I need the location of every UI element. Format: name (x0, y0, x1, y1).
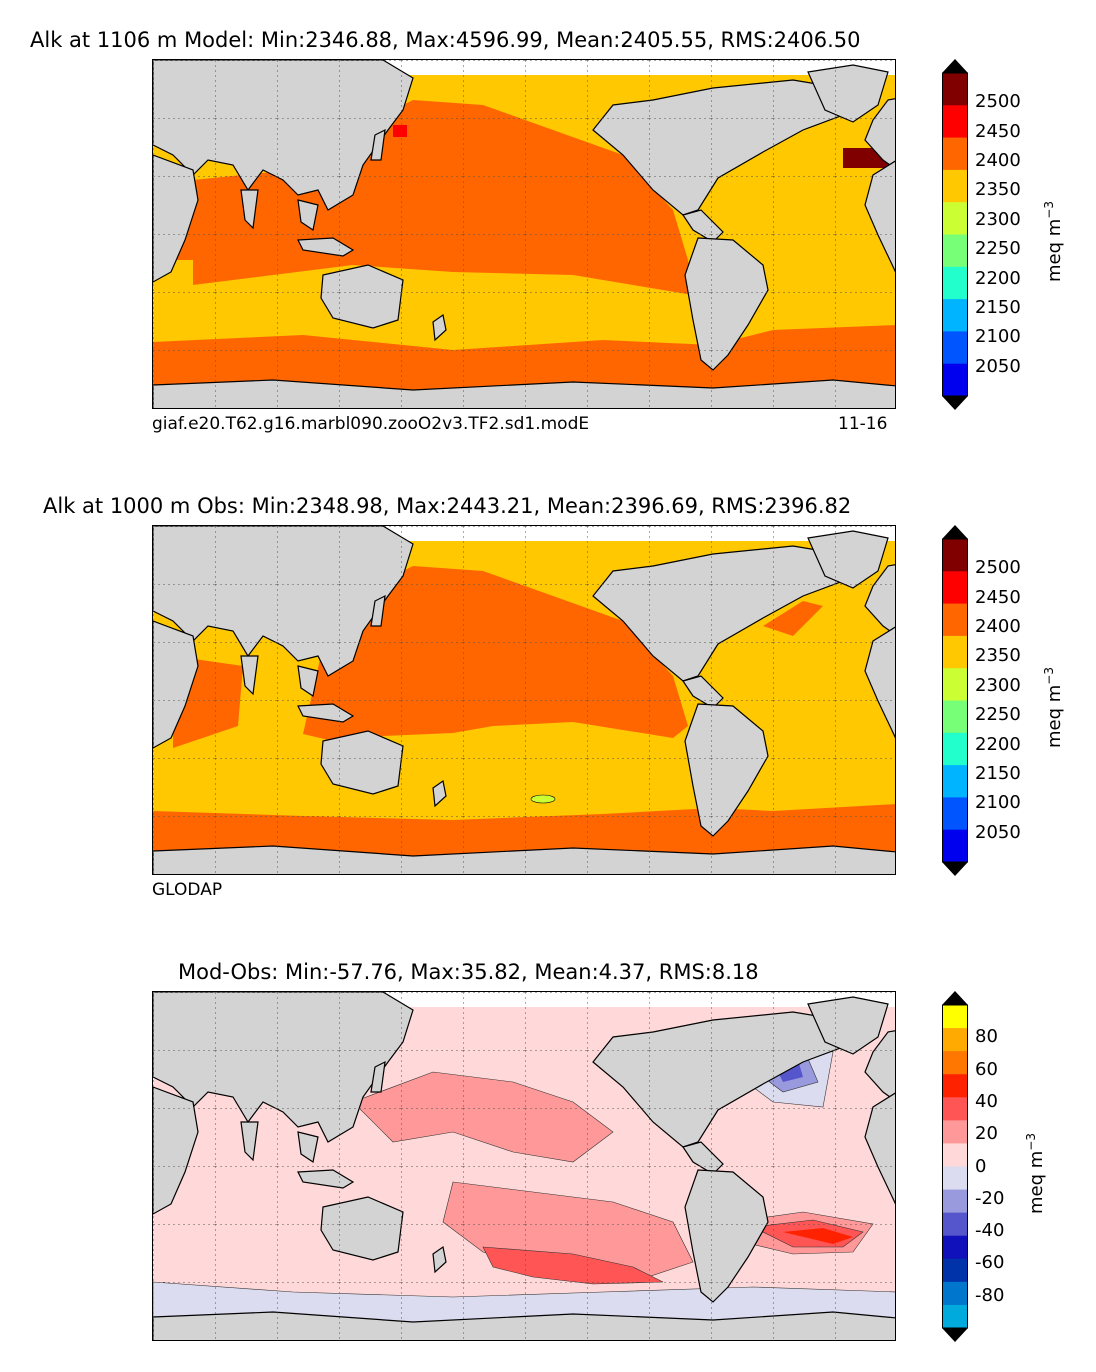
colorbar-diff-tick-label: -80 (975, 1284, 1005, 1306)
colorbar-obs-segment (942, 765, 968, 798)
colorbar-obs-extend-max (942, 525, 968, 539)
colorbar-model-segment (942, 137, 968, 171)
colorbar-diff-segment (942, 1097, 968, 1121)
colorbar-diff-tick-label: 40 (975, 1090, 998, 1112)
colorbar-diff-tick-label: 0 (975, 1155, 987, 1177)
colorbar-obs-segment (942, 732, 968, 766)
colorbar-diff-segment (942, 1281, 968, 1306)
colorbar-obs-segment (942, 635, 968, 669)
colorbar-label-diff: meq m−3 (1024, 1133, 1047, 1214)
colorbar-model-tick-label: 2200 (975, 267, 1021, 289)
colorbar-diff-segment (942, 1235, 968, 1260)
colorbar-diff-segment (942, 1212, 968, 1237)
colorbar-obs-tick-label: 2350 (975, 645, 1021, 667)
colorbar-label-model: meq m−3 (1042, 201, 1065, 282)
panel-title-model: Alk at 1106 m Model: Min:2346.88, Max:45… (30, 28, 861, 52)
colorbar-diff-tick-label: 60 (975, 1058, 998, 1080)
colorbar-model-tick-label: 2100 (975, 326, 1021, 348)
colorbar-diff-extend-max (942, 991, 968, 1005)
colorbar-obs-tick-label: 2100 (975, 792, 1021, 814)
map-diff (152, 991, 896, 1341)
colorbar-diff-segment (942, 1120, 968, 1144)
colorbar-model-tick-label: 2500 (975, 91, 1021, 113)
colorbar-diff-segment (942, 1166, 968, 1191)
colorbar-obs-segment (942, 829, 968, 863)
colorbar-model-tick-label: 2450 (975, 120, 1021, 142)
colorbar-diff-segment (942, 1051, 968, 1075)
colorbar-model-segment (942, 202, 968, 235)
colorbar-model-segment (942, 331, 968, 365)
colorbar-obs-tick-label: 2450 (975, 586, 1021, 608)
colorbar-diff-segment (942, 1028, 968, 1052)
colorbar-obs-tick-label: 2150 (975, 762, 1021, 784)
colorbar-diff-tick-label: -40 (975, 1220, 1005, 1242)
panel-title-diff: Mod-Obs: Min:-57.76, Max:35.82, Mean:4.3… (178, 960, 759, 984)
colorbar-diff-extend-min (942, 1328, 968, 1342)
colorbar-model-tick-label: 2350 (975, 179, 1021, 201)
panel-title-obs: Alk at 1000 m Obs: Min:2348.98, Max:2443… (43, 494, 852, 518)
caption-years: 11-16 (838, 414, 888, 434)
colorbar-diff-segment (942, 1143, 968, 1167)
colorbar-diff-segment (942, 1074, 968, 1098)
colorbar-diff-tick-label: -20 (975, 1187, 1005, 1209)
colorbar-obs-segment (942, 603, 968, 637)
colorbar-model-tick-label: 2150 (975, 296, 1021, 318)
caption-run: giaf.e20.T62.g16.marbl090.zooO2v3.TF2.sd… (152, 414, 590, 434)
colorbar-obs-tick-label: 2050 (975, 821, 1021, 843)
colorbar-model-segment (942, 105, 968, 139)
colorbar-obs-extend-min (942, 862, 968, 876)
colorbar-model (942, 59, 968, 410)
colorbar-obs-segment (942, 700, 968, 734)
colorbar-model-extend-min (942, 396, 968, 410)
colorbar-diff-segment (942, 1005, 968, 1029)
colorbar-diff-segment (942, 1189, 968, 1214)
colorbar-model-segment (942, 266, 968, 300)
colorbar-obs (942, 525, 968, 876)
caption-glodap: GLODAP (152, 880, 223, 900)
colorbar-obs-tick-label: 2200 (975, 733, 1021, 755)
colorbar-obs-tick-label: 2500 (975, 557, 1021, 579)
colorbar-diff-tick-label: 20 (975, 1123, 998, 1145)
colorbar-model-segment (942, 73, 968, 106)
colorbar-model-segment (942, 234, 968, 268)
colorbar-label-obs: meq m−3 (1042, 667, 1065, 748)
colorbar-model-tick-label: 2250 (975, 238, 1021, 260)
colorbar-diff-segment (942, 1304, 968, 1329)
colorbar-model-tick-label: 2400 (975, 150, 1021, 172)
colorbar-obs-segment (942, 539, 968, 572)
colorbar-obs-tick-label: 2400 (975, 616, 1021, 638)
colorbar-diff-tick-label: 80 (975, 1026, 998, 1048)
colorbar-diff (942, 991, 968, 1342)
colorbar-model-segment (942, 363, 968, 397)
colorbar-model-extend-max (942, 59, 968, 73)
colorbar-model-segment (942, 299, 968, 332)
colorbar-model-tick-label: 2050 (975, 355, 1021, 377)
map-model (152, 59, 896, 409)
colorbar-model-tick-label: 2300 (975, 208, 1021, 230)
colorbar-obs-tick-label: 2300 (975, 674, 1021, 696)
colorbar-obs-tick-label: 2250 (975, 704, 1021, 726)
colorbar-diff-segment (942, 1258, 968, 1283)
map-obs (152, 525, 896, 875)
colorbar-diff-tick-label: -60 (975, 1252, 1005, 1274)
colorbar-model-segment (942, 169, 968, 203)
colorbar-obs-segment (942, 797, 968, 831)
colorbar-obs-segment (942, 571, 968, 605)
colorbar-obs-segment (942, 668, 968, 701)
